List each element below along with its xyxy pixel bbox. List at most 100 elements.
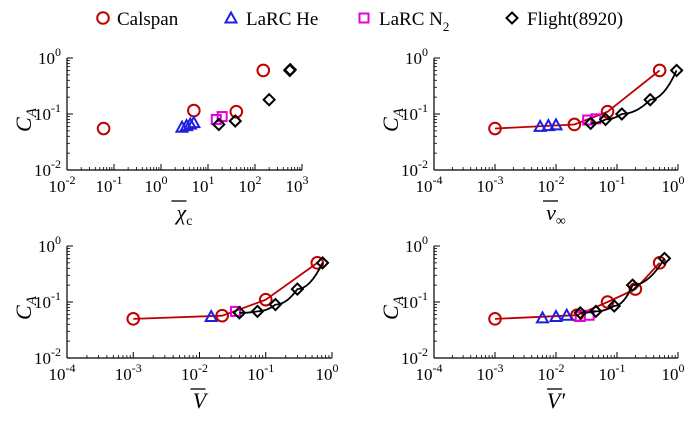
data-point-flight — [228, 114, 243, 128]
x-tick-label: 10-4 — [49, 361, 76, 384]
data-point-flight — [625, 278, 640, 293]
data-point-flight — [643, 92, 658, 107]
x-tick-label: 10-1 — [247, 361, 274, 384]
x-tick-label: 10-1 — [599, 173, 626, 196]
legend-marker-calspan — [96, 11, 110, 25]
data-point-calspan — [488, 121, 502, 136]
data-point-lhe — [541, 118, 556, 132]
data-point-calspan — [126, 312, 141, 326]
x-tick-label: 100 — [316, 361, 339, 384]
y-tick-label: 100 — [405, 233, 428, 256]
data-point-flight — [614, 107, 629, 121]
panel-1: 10-2 10-1 100 101 102 103 10-2 10-1 100 CA χc — [11, 45, 309, 229]
series-line-calspan — [133, 262, 318, 320]
y-tick-label: 10-2 — [34, 157, 61, 180]
data-point-flight — [588, 304, 603, 319]
data-point-calspan — [187, 103, 201, 118]
x-tick-label: 10-2 — [538, 173, 565, 196]
y-tick-label: 10-1 — [401, 101, 428, 124]
data-point-flight — [262, 92, 277, 107]
y-tick-label: 100 — [38, 45, 61, 68]
data-point-calspan — [96, 121, 111, 136]
x-tick-label: 102 — [239, 173, 262, 196]
x-tick-label: 10-1 — [599, 361, 626, 384]
legend-marker-lhe — [223, 10, 239, 24]
y-tick-label: 10-2 — [34, 345, 61, 368]
panel-3: 10-4 10-3 10-2 10-1 100 10-2 10-1 100 CA V — [11, 233, 339, 413]
data-point-calspan — [652, 63, 667, 78]
data-point-ln2 — [210, 113, 222, 125]
x-tick-label: 10-2 — [49, 173, 76, 196]
y-tick-label: 10-1 — [34, 101, 61, 124]
panel-2: 10-4 10-3 10-2 10-1 100 10-2 10-1 100 CA v∞ — [378, 45, 685, 229]
y-tick-label: 100 — [38, 233, 61, 256]
data-point-lhe — [203, 308, 219, 323]
x-tick-label: 10-3 — [115, 361, 142, 384]
data-point-lhe — [548, 117, 564, 131]
legend-label-subscript: 2 — [443, 19, 450, 34]
legend-marker-ln2 — [358, 12, 370, 24]
data-point-flight — [583, 116, 598, 131]
legend-label-calspan: Calspan — [117, 9, 179, 30]
data-point-flight — [598, 112, 613, 127]
data-point-flight — [290, 282, 305, 297]
legend-label-lhe: LaRC He — [246, 9, 318, 30]
data-point-calspan — [600, 104, 615, 119]
x-tick-label: 10-3 — [477, 361, 504, 384]
x-tick-label: 10-2 — [181, 361, 208, 384]
data-point-flight — [669, 63, 684, 78]
x-tick-label: 10-4 — [416, 361, 443, 384]
data-point-flight — [232, 305, 247, 320]
data-point-flight — [250, 304, 265, 319]
data-point-flight — [211, 117, 226, 132]
legend: Calspan LaRC He LaRC N2 Flight(8920) — [96, 9, 623, 34]
y-tick-label: 100 — [405, 45, 428, 68]
data-point-calspan — [215, 308, 229, 323]
x-tick-label: 101 — [192, 173, 215, 196]
y-axis-label: CA — [11, 107, 40, 132]
y-axis-label: CA — [378, 295, 407, 320]
data-point-calspan — [567, 117, 582, 132]
legend-label-flight: Flight(8920) — [527, 9, 623, 30]
data-point-flight — [573, 305, 588, 320]
series-line-calspan — [494, 262, 661, 320]
panel-4: 10-4 10-3 10-2 10-1 100 10-2 10-1 100 CA V′ — [378, 233, 685, 413]
data-point-calspan — [488, 312, 502, 326]
legend-label-ln2: LaRC N2 — [379, 9, 449, 34]
data-point-flight — [268, 297, 283, 312]
data-point-flight — [657, 251, 672, 266]
x-axis-label: V — [193, 388, 209, 413]
series-line-flight — [580, 257, 666, 314]
x-tick-label: 103 — [286, 173, 309, 196]
x-axis-label: χc — [175, 200, 193, 229]
x-tick-label: 100 — [145, 173, 168, 196]
data-point-flight — [283, 62, 298, 77]
data-point-calspan — [256, 63, 271, 78]
data-point-lhe — [532, 118, 548, 132]
data-point-lhe — [535, 310, 550, 324]
y-tick-label: 10-1 — [401, 289, 428, 312]
x-axis-label: v∞ — [546, 200, 566, 229]
y-axis-label: CA — [378, 107, 407, 132]
data-point-lhe — [183, 116, 198, 130]
y-tick-label: 10-1 — [34, 289, 61, 312]
x-axis-label: V′ — [547, 388, 566, 413]
data-point-lhe — [186, 115, 202, 129]
data-point-flight — [315, 255, 330, 270]
x-tick-label: 10-4 — [416, 173, 443, 196]
x-tick-label: 100 — [662, 361, 685, 384]
legend-marker-flight — [505, 11, 519, 25]
data-point-flight — [607, 299, 622, 313]
x-tick-label: 10-1 — [96, 173, 123, 196]
x-tick-label: 100 — [662, 173, 685, 196]
y-tick-label: 10-2 — [401, 345, 428, 368]
y-axis-label: CA — [11, 295, 40, 320]
x-tick-label: 10-2 — [538, 361, 565, 384]
data-point-calspan — [310, 256, 325, 270]
data-point-lhe — [548, 308, 564, 323]
data-point-lhe — [559, 307, 574, 321]
data-point-calspan — [258, 292, 273, 307]
y-tick-label: 10-2 — [401, 157, 428, 180]
